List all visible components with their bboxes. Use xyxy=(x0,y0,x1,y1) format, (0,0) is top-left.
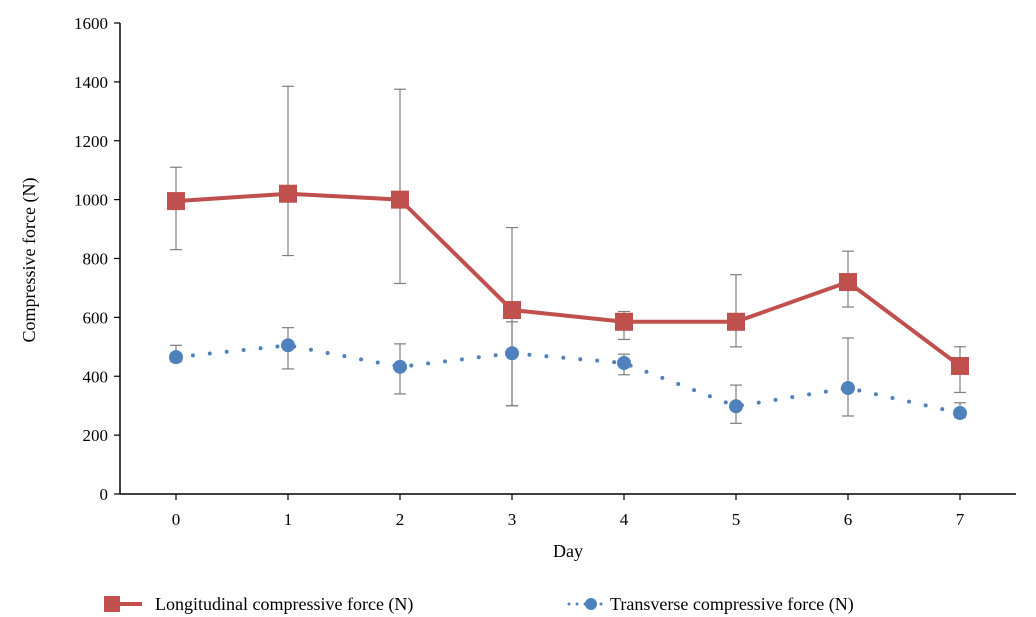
x-tick-label: 0 xyxy=(172,510,181,529)
legend-label: Transverse compressive force (N) xyxy=(610,594,854,615)
plot-area: 0 200 400 600 800 1000 1200 1400 1600 0 1 2 3 4 5 6 7 xyxy=(74,14,1016,529)
x-tick-label: 5 xyxy=(732,510,741,529)
data-point xyxy=(951,356,969,375)
data-point xyxy=(615,312,633,331)
series-line xyxy=(174,343,962,416)
y-tick-label: 1600 xyxy=(74,14,108,33)
y-tick-label: 1200 xyxy=(74,132,108,151)
data-point xyxy=(617,356,631,371)
x-tick-label: 6 xyxy=(844,510,853,529)
x-tick-label: 3 xyxy=(508,510,517,529)
x-axis-title: Day xyxy=(553,541,583,561)
data-point xyxy=(393,359,407,374)
y-tick-label: 600 xyxy=(83,308,109,327)
x-tick-label: 7 xyxy=(956,510,965,529)
data-point xyxy=(729,399,743,414)
legend: Longitudinal compressive force (N) Transv… xyxy=(104,594,854,615)
data-point xyxy=(167,192,185,211)
data-point xyxy=(391,190,409,209)
data-point xyxy=(281,338,295,353)
legend-label: Longitudinal compressive force (N) xyxy=(155,594,413,615)
data-point xyxy=(279,184,297,203)
data-point xyxy=(169,350,183,365)
y-axis-title: Compressive force (N) xyxy=(19,178,40,343)
data-point xyxy=(505,346,519,361)
series-0 xyxy=(167,85,969,407)
y-tick-label: 800 xyxy=(83,250,109,269)
y-tick-label: 400 xyxy=(83,367,109,386)
series-line xyxy=(175,191,962,368)
data-point xyxy=(727,312,745,331)
legend-item-1: Transverse compressive force (N) xyxy=(567,594,854,615)
legend-item-0: Longitudinal compressive force (N) xyxy=(104,594,413,615)
x-tick-label: 2 xyxy=(396,510,405,529)
data-point xyxy=(503,301,521,320)
data-point xyxy=(839,273,857,292)
legend-marker xyxy=(585,598,597,610)
legend-marker xyxy=(104,596,120,612)
y-tick-label: 1400 xyxy=(74,73,108,92)
data-point xyxy=(841,381,855,396)
x-tick-label: 4 xyxy=(620,510,629,529)
y-tick-label: 200 xyxy=(83,426,109,445)
y-tick-label: 0 xyxy=(100,485,109,504)
y-tick-label: 1000 xyxy=(74,191,108,210)
series-1 xyxy=(169,321,967,424)
data-point xyxy=(953,406,967,421)
x-tick-label: 1 xyxy=(284,510,293,529)
